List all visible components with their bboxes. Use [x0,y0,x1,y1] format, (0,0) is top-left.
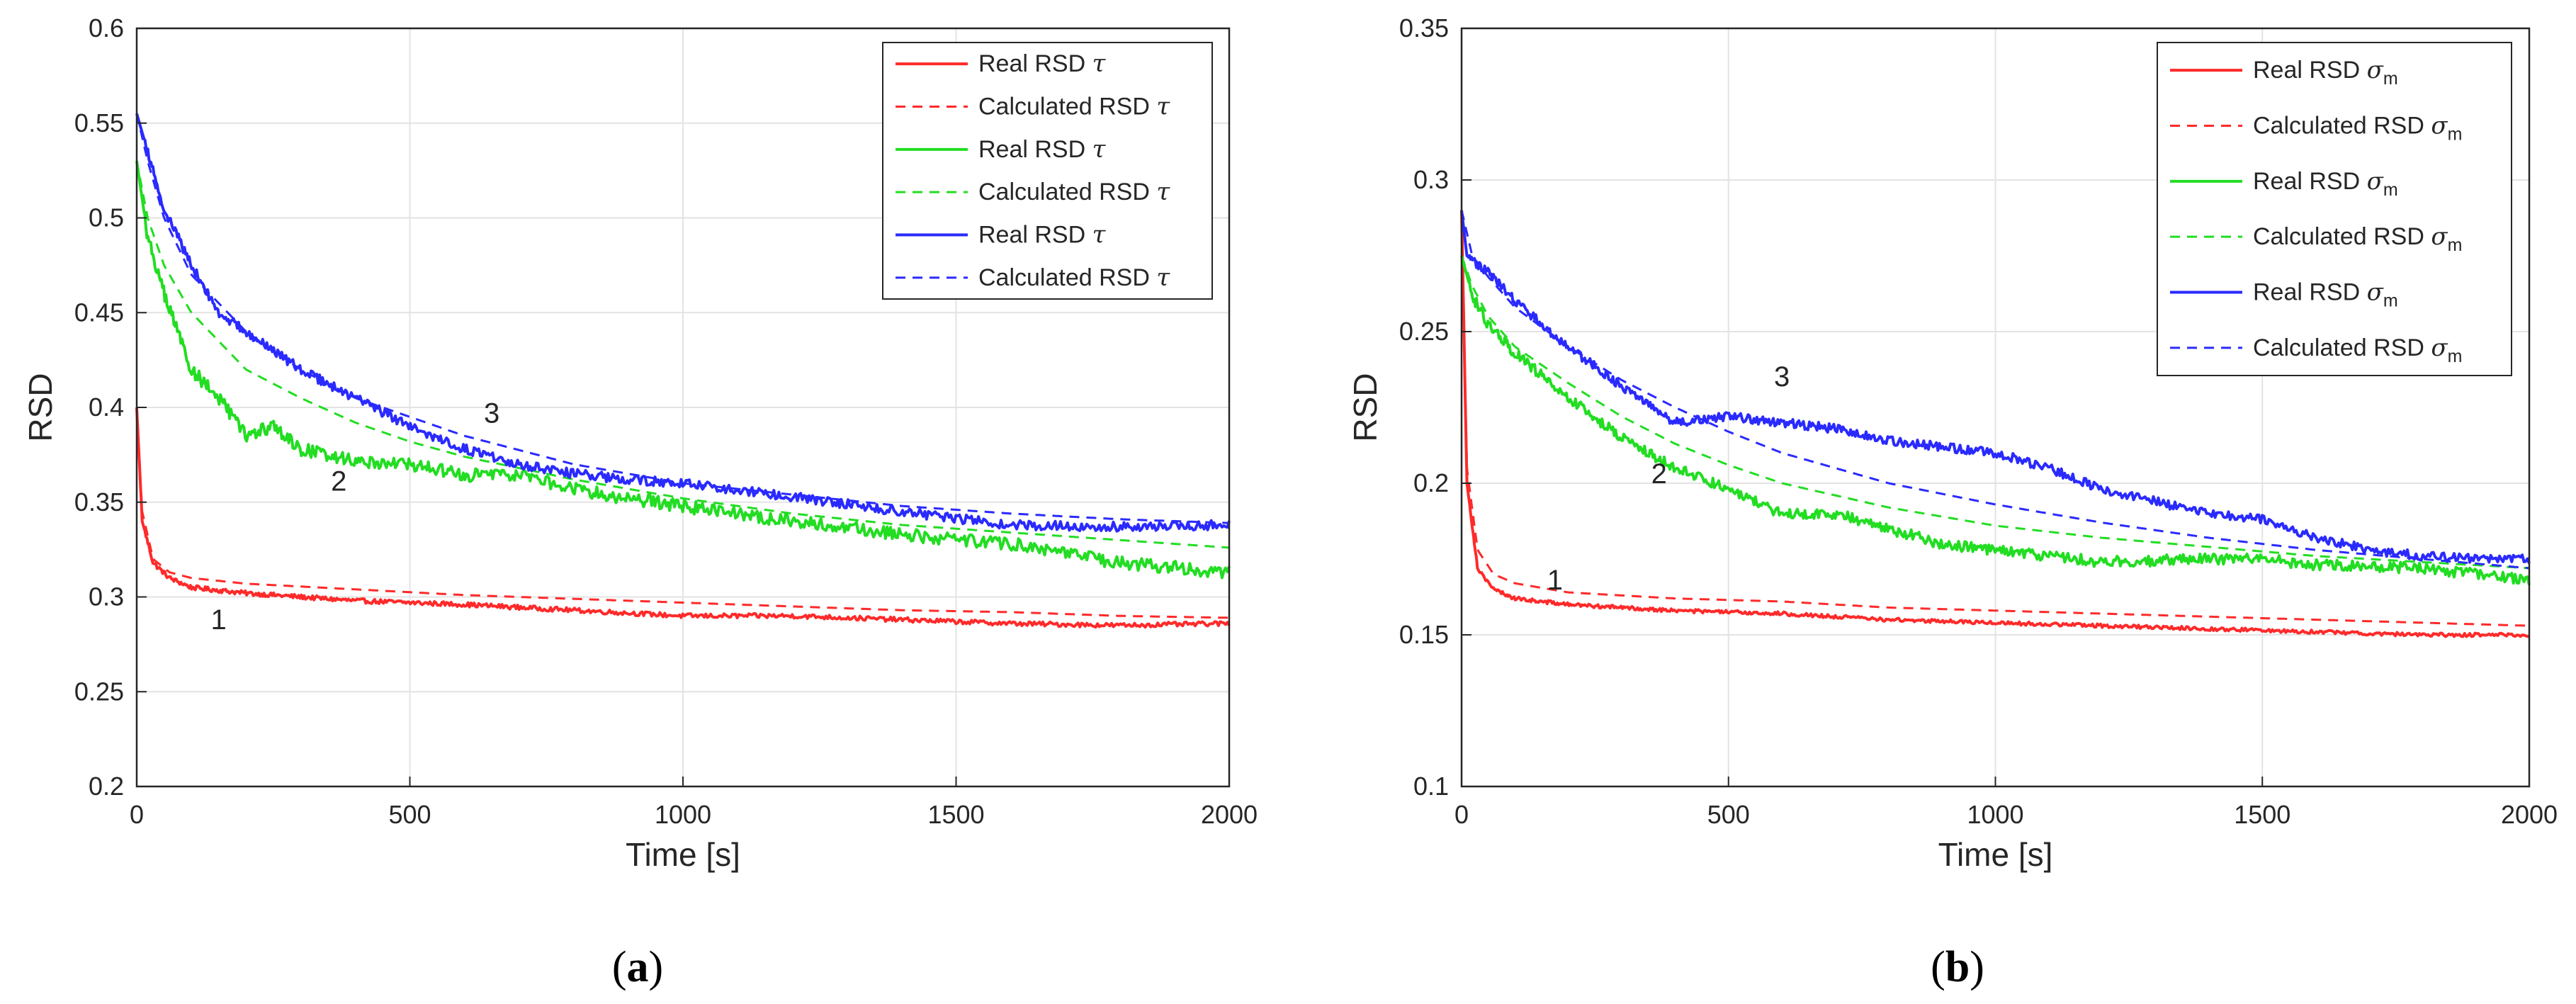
x-axis-label: Time [s] [626,836,740,873]
curve-label: 3 [1774,361,1790,393]
y-tick-label: 0.35 [1399,13,1449,43]
series-line-1 [135,407,1231,629]
panel-caption: (a) [612,943,663,991]
y-tick-label: 0.25 [1399,317,1449,346]
series-line-6 [1460,210,2530,570]
series-group [1460,210,2531,638]
x-tick-label: 500 [388,800,431,829]
series-line-4 [1460,255,2530,570]
legend: Real RSD τ Calculated RSD τ Real RSD τ Calc… [882,42,1213,300]
y-tick-label: 0.5 [89,203,124,232]
series-line-5 [1460,210,2531,564]
curve-label: 2 [1651,458,1667,490]
legend-entry-label: Real RSD σm [2253,56,2398,89]
legend-entry-label: Real RSD τ [978,221,1107,249]
x-tick-label: 1500 [2234,800,2290,829]
legend-entry-label: Calculated RSD τ [978,264,1170,292]
y-tick-label: 0.15 [1399,620,1449,649]
x-tick-label: 500 [1707,800,1750,829]
chart-b: 0 500 1000 1500 2000 0.1 0.15 0.2 0.25 0.3 0.35 Tim… [1347,13,2558,991]
y-tick-label: 0.2 [1413,468,1449,497]
series-group [135,113,1231,629]
x-tick-label: 2000 [2501,800,2558,829]
legend-entry-label: Real RSD σm [2253,278,2398,311]
series-line-2 [1460,210,2530,627]
series-line-3 [1460,255,2531,586]
y-tick-label: 0.4 [89,393,124,422]
series-line-6 [135,113,1230,524]
legend-entry-label: Calculated RSD τ [978,178,1170,206]
series-line-2 [135,407,1229,619]
legend-entry-label: Real RSD σm [2253,167,2398,200]
y-tick-label: 0.25 [74,677,124,706]
y-tick-label: 0.45 [74,298,124,327]
y-tick-label: 0.35 [74,487,124,517]
x-tick-label: 1000 [655,800,711,829]
y-tick-label: 0.6 [89,13,124,43]
series-line-3 [135,160,1231,580]
legend-entry-label: Calculated RSD τ [978,93,1170,121]
legend-entry-label: Real RSD τ [978,135,1107,164]
y-axis-label: RSD [1347,373,1384,441]
series-line-4 [135,160,1230,549]
legend: Real RSD σm Calculated RSD σm Real RSD σm C… [2157,42,2512,376]
legend-box [882,42,1213,300]
y-tick-label: 0.1 [1413,772,1449,801]
legend-entry-label: Calculated RSD σm [2253,334,2462,366]
x-tick-label: 2000 [1201,800,1258,829]
y-tick-label: 0.55 [74,108,124,137]
legend-entry-label: Real RSD τ [978,50,1107,78]
x-tick-label: 0 [1454,800,1469,829]
panel-caption: (b) [1931,943,1984,991]
legend-entry-label: Calculated RSD σm [2253,112,2462,145]
x-tick-label: 0 [130,800,144,829]
y-tick-label: 0.3 [1413,165,1449,194]
legend-box [2157,42,2512,376]
y-tick-label: 0.2 [89,772,124,801]
y-axis-label: RSD [22,373,59,441]
curve-label: 2 [331,466,346,497]
x-axis-label: Time [s] [1938,836,2053,873]
curve-label: 1 [211,604,227,636]
x-tick-label: 1500 [927,800,984,829]
y-tick-label: 0.3 [89,582,124,611]
curve-label: 1 [1547,565,1563,596]
chart-a: 0 500 1000 1500 2000 0.2 0.25 0.3 0.35 0.4 0.45 0.5… [22,13,1258,991]
curve-label: 3 [484,397,499,429]
x-tick-label: 1000 [1967,800,2023,829]
series-line-5 [135,113,1231,533]
series-line-1 [1460,210,2530,638]
legend-entry-label: Calculated RSD σm [2253,222,2462,255]
